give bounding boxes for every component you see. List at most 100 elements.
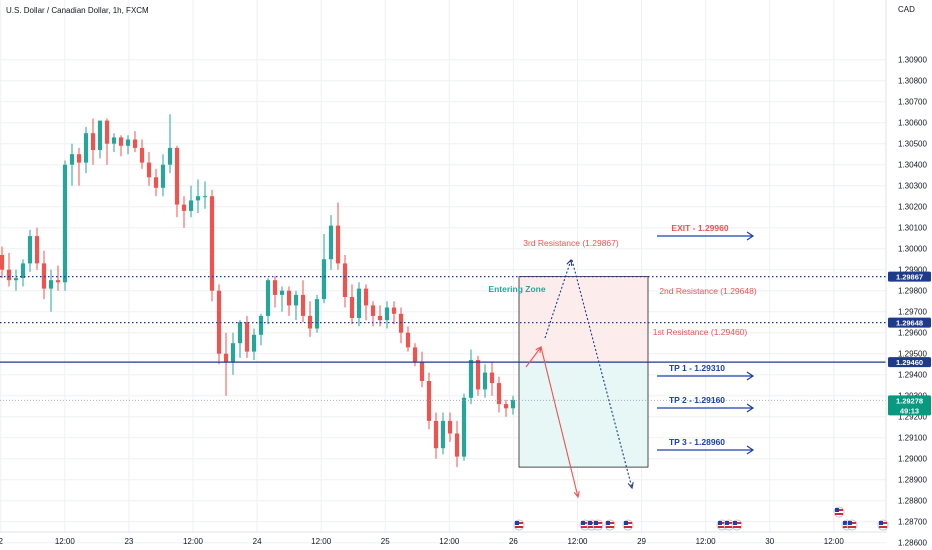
x-tick-label: 12:00 bbox=[439, 537, 460, 546]
y-tick-label: 1.30600 bbox=[898, 119, 927, 128]
tag-third-resistance-bg bbox=[888, 271, 931, 282]
candle-body bbox=[349, 297, 355, 318]
candle-body bbox=[181, 204, 187, 211]
candle-body bbox=[174, 147, 180, 205]
candle-body bbox=[433, 420, 439, 449]
event-flag-icon-stripe bbox=[588, 526, 596, 528]
candle-body bbox=[41, 263, 47, 289]
candle-body bbox=[125, 139, 131, 146]
candle-body bbox=[391, 307, 397, 314]
event-flag-icon-stripe bbox=[879, 526, 887, 528]
y-tick-label: 1.29200 bbox=[898, 413, 927, 422]
candle-body bbox=[118, 137, 124, 146]
candle-body bbox=[104, 120, 110, 144]
time-axis[interactable]: 2 12:00 23 12:00 24 12:00 25 12:00 26 12:00 29 12:0… bbox=[0, 531, 886, 546]
tp3-arrow-head bbox=[746, 445, 755, 455]
y-tick-label: 1.29900 bbox=[898, 266, 927, 275]
candle-body bbox=[55, 280, 61, 283]
candle-body bbox=[321, 259, 327, 300]
candle-body bbox=[83, 133, 89, 163]
candles bbox=[0, 114, 516, 468]
decline-arrow-head bbox=[627, 482, 634, 490]
event-flag-icon-stripe bbox=[624, 526, 632, 528]
candle-body bbox=[69, 154, 75, 165]
event-flag-icon-canton bbox=[835, 508, 839, 512]
event-flag-icon-canton bbox=[515, 521, 519, 525]
y-tick-label: 1.30900 bbox=[898, 56, 927, 65]
candle-body bbox=[265, 280, 271, 316]
candle-body bbox=[97, 120, 103, 150]
exit-arrow-head bbox=[746, 231, 755, 241]
candle-body bbox=[167, 147, 173, 165]
first-resistance-label: 1st Resistance (1.29460) bbox=[653, 327, 748, 337]
economic-events[interactable] bbox=[513, 506, 889, 531]
candle-body bbox=[475, 360, 481, 390]
candle-body bbox=[230, 343, 236, 363]
target-zone bbox=[518, 361, 649, 468]
candle-body bbox=[223, 353, 229, 363]
event-flag-icon-stripe bbox=[733, 526, 741, 528]
candle-body bbox=[132, 139, 138, 148]
y-tick-label: 1.30700 bbox=[898, 98, 927, 107]
y-tick-label: 1.28800 bbox=[898, 497, 927, 506]
event-flag-icon-canton bbox=[848, 521, 852, 525]
entering-zone-label: Entering Zone bbox=[488, 284, 545, 294]
candle-body bbox=[13, 278, 19, 281]
event-flag-icon-stripe bbox=[606, 526, 614, 528]
candle-body bbox=[328, 225, 334, 260]
event-flag-icon-stripe bbox=[718, 526, 726, 528]
candle-body bbox=[195, 196, 201, 201]
candle-body bbox=[468, 360, 474, 398]
breakdown-arrow-head bbox=[573, 491, 580, 499]
candle-body bbox=[6, 269, 12, 281]
tp2-arrow-head bbox=[746, 403, 755, 413]
candle-body bbox=[342, 263, 348, 297]
y-tick-label: 1.30200 bbox=[898, 203, 927, 212]
x-tick-label: 26 bbox=[509, 537, 518, 546]
x-tick-label: 24 bbox=[253, 537, 262, 546]
tp1-arrow-head bbox=[746, 371, 755, 381]
tag-current-price: 1.29278 bbox=[896, 396, 923, 405]
y-tick-label: 1.29500 bbox=[898, 350, 927, 359]
retest-arrow-head bbox=[566, 258, 573, 267]
candle-body bbox=[48, 280, 54, 289]
y-tick-label: 1.28600 bbox=[898, 539, 927, 548]
event-flag-icon-stripe bbox=[581, 526, 589, 528]
candle-body bbox=[454, 433, 460, 457]
candle-body bbox=[384, 307, 390, 321]
candle-body bbox=[188, 200, 194, 211]
retest-arrow bbox=[544, 259, 572, 339]
event-flag-icon-stripe bbox=[594, 526, 602, 528]
x-tick-label: 29 bbox=[637, 537, 646, 546]
x-tick-label: 12:00 bbox=[311, 537, 332, 546]
candle-body bbox=[510, 399, 516, 409]
decline-arrow bbox=[571, 259, 633, 489]
candle-body bbox=[146, 162, 152, 178]
projection-arrows bbox=[525, 231, 755, 499]
candle-body bbox=[412, 347, 418, 363]
candle-body bbox=[482, 372, 488, 390]
candle-body bbox=[398, 313, 404, 333]
y-tick-label: 1.30500 bbox=[898, 140, 927, 149]
y-tick-label: 1.29400 bbox=[898, 371, 927, 380]
candle-body bbox=[90, 133, 96, 150]
event-flag-icon-stripe bbox=[725, 526, 733, 528]
x-tick-label: 12:00 bbox=[696, 537, 717, 546]
candle-body bbox=[27, 236, 33, 264]
candle-body bbox=[216, 290, 222, 354]
x-tick-label: 12:00 bbox=[55, 537, 76, 546]
candle-body bbox=[251, 334, 257, 352]
x-tick-label: 12:00 bbox=[567, 537, 588, 546]
exit-label: EXIT - 1.29960 bbox=[671, 223, 728, 233]
candle-body bbox=[426, 381, 432, 421]
event-flag-icon-canton bbox=[581, 521, 585, 525]
candle-body bbox=[496, 383, 502, 405]
candle-body bbox=[293, 294, 299, 306]
event-flag-icon-canton bbox=[843, 521, 847, 525]
tp1-label: TP 1 - 1.29310 bbox=[669, 363, 725, 373]
tp3-label: TP 3 - 1.28960 bbox=[669, 437, 725, 447]
tag-current-price-countdown: 49:13 bbox=[900, 406, 919, 415]
candle-body bbox=[153, 177, 159, 188]
